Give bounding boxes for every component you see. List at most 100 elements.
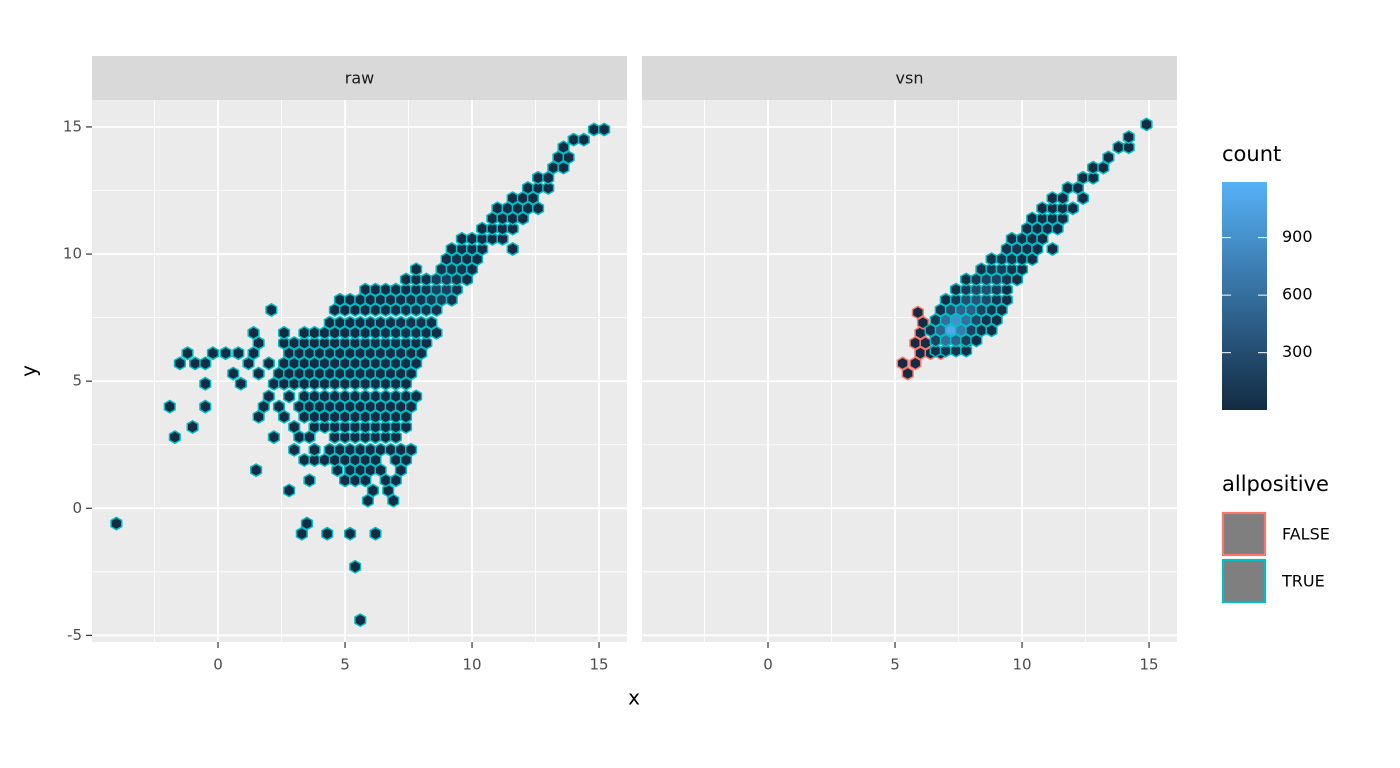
hexbin: [252, 336, 265, 351]
hexbin: [1000, 292, 1013, 307]
hexbin: [298, 325, 311, 340]
hexbin: [911, 305, 924, 320]
legend-label: TRUE: [1281, 572, 1325, 591]
hexbin: [896, 356, 909, 371]
hexbin: [333, 292, 347, 307]
hexbin: [379, 389, 392, 404]
hexbin: [1036, 231, 1049, 246]
hexbin: [526, 191, 540, 206]
hexbin: [1026, 211, 1039, 226]
hexbin: [1026, 252, 1039, 267]
hexbin: [975, 262, 988, 277]
hexbin: [331, 463, 344, 478]
hexbin: [295, 526, 308, 541]
hexbin: [399, 452, 413, 468]
hexbin: [369, 526, 382, 541]
hexbin: [1076, 191, 1090, 206]
hexbin: [288, 336, 301, 351]
hexbin: [250, 463, 263, 478]
y-tick-label: 10: [63, 245, 82, 263]
hexbin: [308, 442, 321, 457]
hexbin: [283, 483, 296, 498]
hexbin: [1097, 160, 1110, 175]
hexbin: [1112, 140, 1125, 155]
hexbin: [1015, 262, 1029, 277]
hexbin: [1056, 211, 1069, 226]
hexbin: [1036, 201, 1049, 216]
hexbin: [1010, 272, 1024, 287]
hexbin: [168, 430, 181, 445]
hexbin: [1122, 130, 1135, 145]
hexbin: [262, 389, 275, 404]
color-bar-label: 600: [1282, 285, 1313, 304]
strip-label: raw: [345, 69, 374, 88]
hexbin: [949, 282, 963, 297]
hexbin: [909, 356, 922, 371]
hexbin: [995, 302, 1008, 318]
hexbin: [323, 442, 336, 457]
hexbin: [404, 315, 418, 330]
color-legend-title: count: [1222, 142, 1281, 166]
x-axis-title: x: [628, 686, 640, 710]
hexbin: [394, 442, 407, 457]
hexbin: [394, 463, 407, 478]
hexbin: [389, 430, 402, 445]
hexbin: [369, 282, 382, 297]
hexbin: [257, 399, 270, 414]
hexbin: [189, 356, 202, 371]
hexbin: [163, 399, 176, 414]
hexbin: [562, 150, 575, 165]
hexbin: [471, 252, 484, 267]
hexbin: [173, 356, 186, 371]
hexbin: [445, 241, 458, 256]
hexbin: [415, 315, 428, 330]
hexbin: [1122, 140, 1135, 155]
hexbin: [384, 315, 397, 330]
hexbin: [425, 315, 438, 330]
hexbin: [252, 366, 265, 381]
hexbin: [577, 132, 590, 147]
hexbin: [410, 262, 423, 277]
hexbin: [587, 122, 601, 137]
hexbin: [1046, 241, 1059, 256]
hexbin: [460, 272, 474, 287]
hexbin: [181, 346, 194, 361]
hexbin: [970, 333, 983, 348]
hexbin: [404, 442, 418, 457]
hexbin: [354, 613, 367, 628]
hexbin: [354, 442, 367, 457]
hexbin: [364, 315, 377, 330]
hexbin: [344, 526, 357, 541]
hexbin: [323, 315, 336, 330]
hexbin: [374, 463, 387, 478]
hexbin: [387, 493, 400, 508]
hexbin: [901, 366, 914, 381]
hexbin: [328, 389, 341, 404]
hexbin: [1066, 201, 1079, 216]
hexbin: [298, 452, 311, 468]
hexbin: [199, 376, 212, 391]
hexbin: [303, 430, 316, 445]
hexbin: [506, 191, 519, 206]
y-tick-label: 0: [72, 499, 82, 517]
y-tick-label: 15: [63, 117, 82, 135]
hexbin: [1076, 170, 1090, 185]
hexbin: [1000, 282, 1013, 297]
hexbin: [206, 346, 220, 361]
hexbin: [389, 473, 402, 488]
y-tick-label: -5: [67, 626, 82, 644]
hexbin: [354, 315, 367, 330]
hexbin: [199, 399, 212, 414]
hexbin: [265, 302, 278, 318]
hexbin: [232, 346, 245, 361]
hexbin: [1005, 231, 1018, 246]
hexbin: [598, 122, 611, 137]
hexbin: [1140, 117, 1153, 132]
strip-label: vsn: [896, 69, 924, 88]
hexbin: [344, 292, 357, 307]
hexbin: [344, 315, 357, 330]
color-bar-label: 300: [1282, 342, 1313, 361]
hexbin: [516, 211, 529, 226]
hexbin: [277, 325, 291, 340]
